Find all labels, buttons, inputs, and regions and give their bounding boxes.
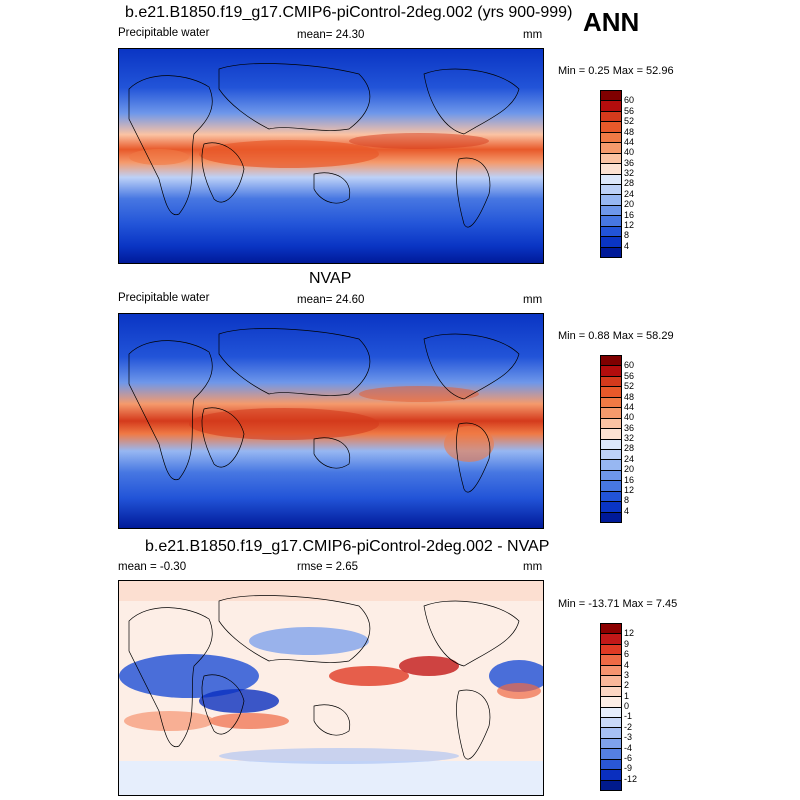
tick-label: 12 bbox=[624, 628, 635, 639]
tick-label: 3 bbox=[624, 669, 630, 680]
tick-label: -3 bbox=[624, 732, 633, 743]
tick-label: -4 bbox=[624, 742, 633, 753]
tick-label: 9 bbox=[624, 638, 630, 649]
tick-label: 24 bbox=[624, 188, 635, 199]
tick-label: -12 bbox=[624, 773, 638, 784]
tick-label: 60 bbox=[624, 95, 635, 106]
tick-label: 48 bbox=[624, 391, 635, 402]
tick-label: 28 bbox=[624, 178, 635, 189]
tick-label: 48 bbox=[624, 126, 635, 137]
tick-label: 32 bbox=[624, 168, 635, 178]
panel-title: b.e21.B1850.f19_g17.CMIP6-piControl-2deg… bbox=[125, 4, 573, 21]
mean-label: mean= 24.30 bbox=[297, 29, 365, 41]
panel-title: NVAP bbox=[309, 270, 352, 287]
colorbar bbox=[600, 355, 622, 523]
units-label: mm bbox=[523, 561, 543, 573]
tick-label: 4 bbox=[624, 659, 630, 670]
tick-label: 56 bbox=[624, 370, 635, 381]
colorbar bbox=[600, 623, 622, 791]
variable-label: Precipitable water bbox=[118, 292, 210, 304]
units-label: mm bbox=[523, 29, 543, 41]
mean-label: mean = -0.30 bbox=[118, 561, 187, 573]
tick-label: 2 bbox=[624, 680, 630, 691]
tick-label: 4 bbox=[624, 505, 630, 516]
minmax-label: Min = -13.71 Max = 7.45 bbox=[558, 598, 678, 610]
tick-label: 56 bbox=[624, 105, 635, 116]
minmax-label: Min = 0.25 Max = 52.96 bbox=[558, 65, 674, 77]
rmse-label: rmse = 2.65 bbox=[297, 561, 359, 573]
tick-label: 8 bbox=[624, 495, 630, 506]
tick-label: 52 bbox=[624, 116, 635, 127]
map-difference bbox=[118, 580, 544, 796]
tick-label: 52 bbox=[624, 381, 635, 392]
tick-label: 8 bbox=[624, 230, 630, 241]
variable-label: Precipitable water bbox=[118, 27, 210, 39]
panel-title: b.e21.B1850.f19_g17.CMIP6-piControl-2deg… bbox=[145, 538, 550, 555]
tick-label: -9 bbox=[624, 763, 633, 774]
minmax-label: Min = 0.88 Max = 58.29 bbox=[558, 330, 674, 342]
season-label: ANN bbox=[583, 7, 640, 37]
tick-label: 36 bbox=[624, 157, 635, 168]
tick-label: 16 bbox=[624, 474, 635, 485]
tick-label: 40 bbox=[624, 412, 635, 423]
tick-label: -2 bbox=[624, 721, 633, 732]
tick-label: 16 bbox=[624, 209, 635, 220]
tick-label: 40 bbox=[624, 147, 635, 158]
tick-label: 60 bbox=[624, 360, 635, 371]
mean-label: mean= 24.60 bbox=[297, 294, 365, 306]
tick-label: 1 bbox=[624, 690, 630, 701]
tick-label: 20 bbox=[624, 199, 635, 210]
tick-label: 32 bbox=[624, 433, 635, 443]
units-label: mm bbox=[523, 294, 543, 306]
colorbar bbox=[600, 90, 622, 258]
tick-label: 20 bbox=[624, 464, 635, 475]
tick-label: 44 bbox=[624, 401, 635, 412]
map-model bbox=[118, 48, 544, 264]
tick-label: -1 bbox=[624, 711, 633, 722]
tick-label: 12 bbox=[624, 484, 635, 495]
tick-label: 4 bbox=[624, 240, 630, 251]
tick-label: 12 bbox=[624, 219, 635, 230]
map-observations bbox=[118, 313, 544, 529]
tick-label: -6 bbox=[624, 752, 633, 763]
tick-label: 6 bbox=[624, 649, 630, 660]
tick-label: 28 bbox=[624, 443, 635, 454]
tick-label: 24 bbox=[624, 453, 635, 464]
tick-label: 36 bbox=[624, 422, 635, 433]
tick-label: 44 bbox=[624, 136, 635, 147]
tick-label: 0 bbox=[624, 701, 630, 711]
